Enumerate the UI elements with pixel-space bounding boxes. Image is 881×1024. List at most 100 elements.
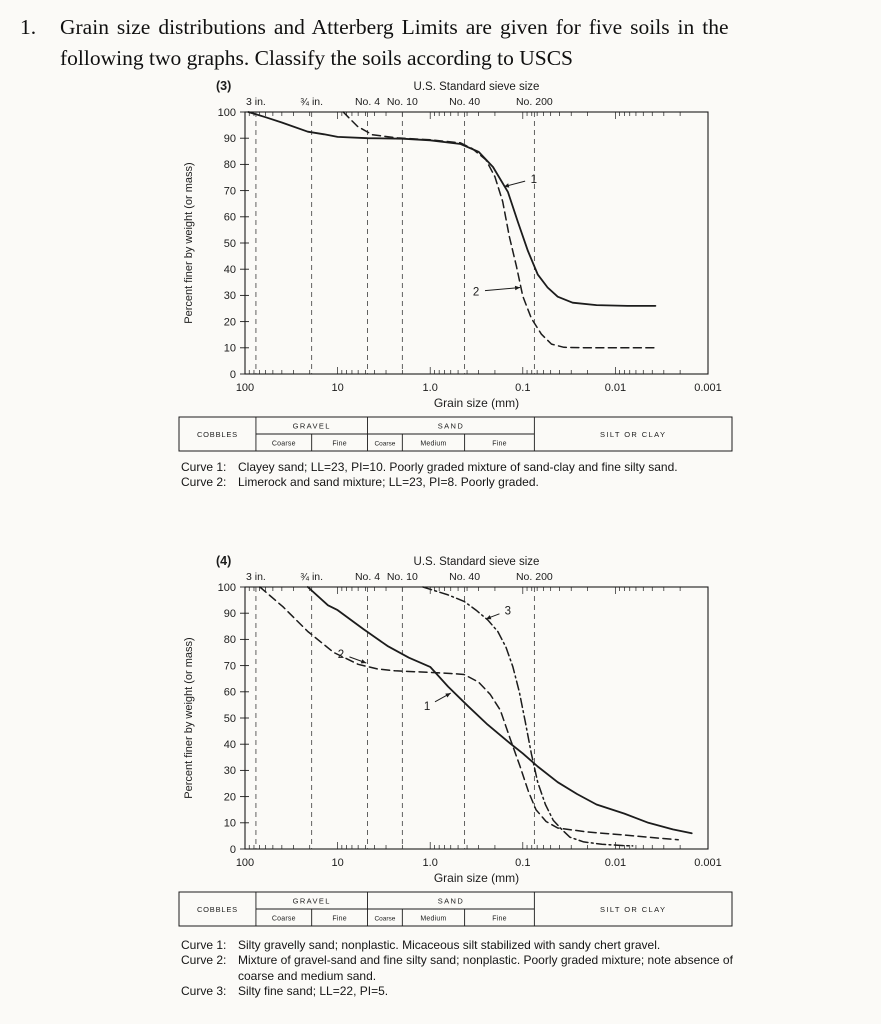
- curve-3: [422, 586, 634, 847]
- y-axis-title: Percent finer by weight (or mass): [183, 162, 195, 323]
- sieve-label: No. 10: [387, 571, 418, 583]
- size-class-table: COBBLES GRAVEL Coarse Fine SAND Coarse Medium F…: [178, 891, 733, 927]
- caption-text: Silty gravelly sand; nonplastic. Micaceo…: [238, 938, 661, 952]
- caption-label: Curve 1:: [181, 460, 227, 474]
- plot-frame: [244, 586, 709, 850]
- cell-sand-fine: Fine: [492, 441, 506, 448]
- caption-label: Curve 2:: [181, 953, 227, 968]
- y-axis-title: Percent finer by weight (or mass): [183, 637, 195, 798]
- y-tick-label: 0: [230, 844, 236, 856]
- cell-gravel-fine: Fine: [332, 916, 346, 923]
- y-tick-label: 10: [224, 818, 236, 830]
- sieve-size-lines: 3 in. ¾ in. No. 4 No. 10 No. 40 No. 200: [246, 571, 553, 849]
- sieve-axis-title: U.S. Standard sieve size: [414, 556, 540, 568]
- sieve-label: No. 40: [449, 96, 480, 108]
- x-tick-label: 10: [331, 382, 343, 394]
- curve-1: [306, 586, 693, 835]
- callout-arrowhead-1: [503, 183, 510, 188]
- cell-gravel-fine: Fine: [332, 441, 346, 448]
- caption-label: Curve 3:: [181, 984, 227, 999]
- y-axis-ticks: 0 10 20 30 40 50 60 70 80 90 100: [218, 582, 249, 856]
- caption-row: Curve 2: Limerock and sand mixture; LL=2…: [181, 475, 769, 490]
- sieve-label: 3 in.: [246, 96, 266, 108]
- y-tick-label: 50: [224, 713, 236, 725]
- figure-3-grain-size-chart: (3) U.S. Standard sieve size 0 10 20 30 40 50 60…: [178, 74, 734, 460]
- y-tick-label: 40: [224, 264, 236, 276]
- y-tick-label: 30: [224, 765, 236, 777]
- callout-arrowhead-2: [360, 659, 367, 664]
- cell-cobbles: COBBLES: [197, 430, 238, 439]
- y-tick-label: 60: [224, 212, 236, 224]
- callout-arrowhead-1: [445, 693, 451, 698]
- cell-sand-medium: Medium: [420, 916, 446, 923]
- x-tick-label: 100: [236, 857, 254, 869]
- y-tick-label: 100: [218, 107, 236, 119]
- caption-label: Curve 2:: [181, 475, 227, 490]
- sieve-size-lines: 3 in. ¾ in. No. 4 No. 10 No. 40 No. 200: [246, 96, 553, 374]
- curve-2: [259, 586, 679, 841]
- log-minor-ticks: [244, 587, 709, 849]
- x-tick-label: 1.0: [423, 382, 438, 394]
- sieve-label: No. 4: [355, 571, 380, 583]
- cell-sand-medium: Medium: [420, 441, 446, 448]
- y-tick-label: 70: [224, 660, 236, 672]
- cell-gravel: GRAVEL: [293, 422, 331, 431]
- caption-row: Curve 2: Mixture of gravel-sand and fine…: [181, 953, 769, 984]
- figure-number: (3): [216, 79, 231, 93]
- y-tick-label: 90: [224, 133, 236, 145]
- cell-gravel-coarse: Coarse: [272, 441, 296, 448]
- caption-text: Silty fine sand; LL=22, PI=5.: [238, 984, 389, 999]
- x-tick-label: 0.1: [515, 382, 530, 394]
- y-tick-label: 20: [224, 316, 236, 328]
- cell-silt-or-clay: SILT OR CLAY: [600, 430, 666, 439]
- grain-size-figure-3: (3) U.S. Standard sieve size 0 10 20 30 40 50 60…: [178, 79, 733, 452]
- cell-sand: SAND: [438, 422, 464, 431]
- cell-silt-or-clay: SILT OR CLAY: [600, 905, 666, 914]
- sieve-label: 3 in.: [246, 571, 266, 583]
- curve-number-label-1: 1: [424, 701, 430, 713]
- curve-number-label-2: 2: [473, 286, 479, 298]
- x-tick-label: 1.0: [423, 857, 438, 869]
- callout-arrowhead-2: [514, 285, 521, 291]
- sieve-label: ¾ in.: [300, 571, 323, 583]
- x-tick-label: 100: [236, 382, 254, 394]
- cell-cobbles: COBBLES: [197, 905, 238, 914]
- figure-number: (4): [216, 554, 231, 568]
- log-minor-ticks: [244, 112, 709, 374]
- curve-number-label-2: 2: [338, 649, 344, 661]
- y-tick-label: 80: [224, 634, 236, 646]
- problem-statement: 1. Grain size distributions and Atterber…: [20, 12, 729, 74]
- x-axis-title: Grain size (mm): [434, 396, 519, 410]
- sieve-label: ¾ in.: [300, 96, 323, 108]
- cell-gravel: GRAVEL: [293, 897, 331, 906]
- gradation-curves: 1 2 3: [259, 586, 693, 847]
- problem-number: 1.: [20, 15, 37, 39]
- y-tick-label: 70: [224, 185, 236, 197]
- callout-arrowhead-3: [486, 615, 492, 620]
- x-tick-label: 0.01: [605, 382, 626, 394]
- y-tick-label: 40: [224, 739, 236, 751]
- caption-text: Mixture of gravel-sand and fine silty sa…: [238, 953, 733, 983]
- sieve-axis-title: U.S. Standard sieve size: [414, 81, 540, 93]
- figure-4-grain-size-chart: (4) U.S. Standard sieve size 0 10 20 30 40 50 60…: [178, 549, 734, 935]
- cell-gravel-coarse: Coarse: [272, 916, 296, 923]
- callout-arrow-2: [484, 287, 521, 292]
- cell-sand-coarse: Coarse: [374, 441, 395, 448]
- x-tick-label: 0.1: [515, 857, 530, 869]
- caption-text: Clayey sand; LL=23, PI=10. Poorly graded…: [238, 460, 678, 474]
- x-axis-title: Grain size (mm): [434, 871, 519, 885]
- caption-label: Curve 1:: [181, 938, 227, 952]
- curve-number-label-3: 3: [505, 606, 511, 618]
- sieve-label: No. 200: [516, 96, 553, 108]
- y-tick-label: 50: [224, 238, 236, 250]
- sieve-label: No. 40: [449, 571, 480, 583]
- problem-text: Grain size distributions and Atterberg L…: [60, 12, 729, 74]
- x-tick-label: 0.001: [694, 382, 722, 394]
- x-tick-label: 10: [331, 857, 343, 869]
- curve-2: [342, 111, 659, 349]
- figure-4-captions: Curve 1: Silty gravelly sand; nonplastic…: [181, 938, 769, 1000]
- caption-row: Curve 1: Clayey sand; LL=23, PI=10. Poor…: [181, 460, 769, 475]
- gradation-curves: 12: [247, 111, 659, 349]
- y-tick-label: 10: [224, 343, 236, 355]
- y-axis-ticks: 0 10 20 30 40 50 60 70 80 90 100: [218, 107, 249, 381]
